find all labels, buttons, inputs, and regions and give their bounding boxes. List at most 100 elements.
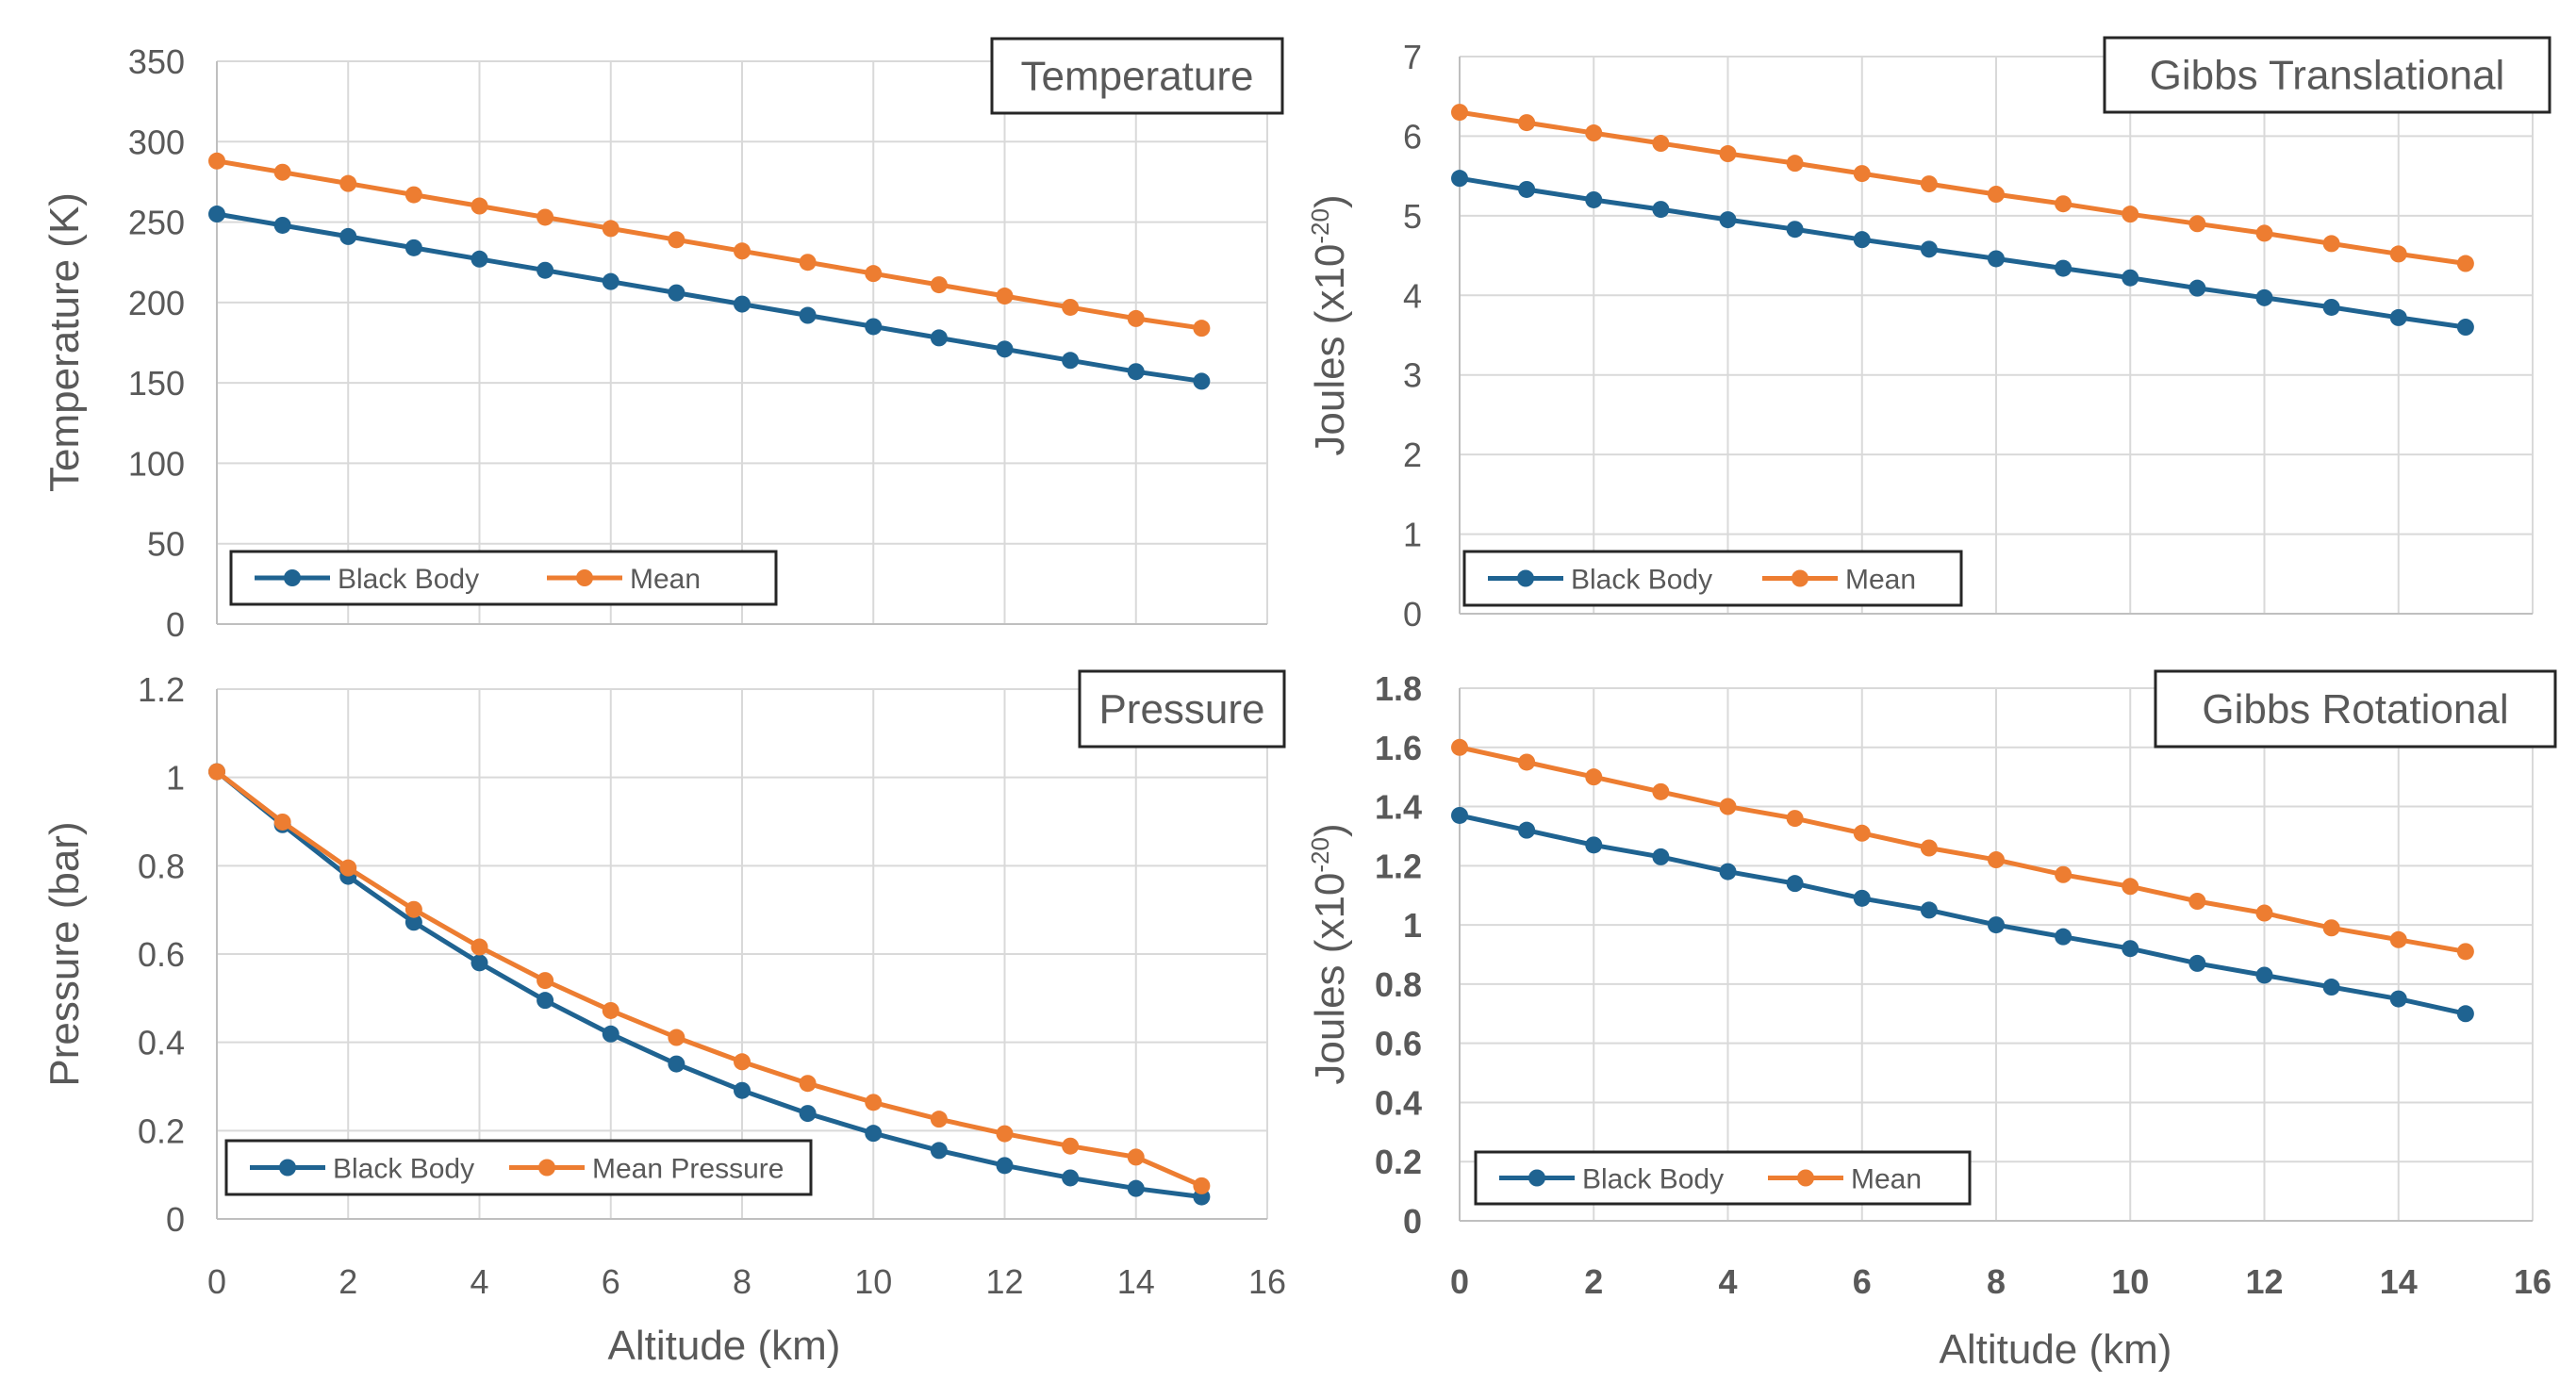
- data-point: [668, 1029, 685, 1046]
- data-point: [668, 284, 685, 302]
- x-tick-label: 12: [985, 1262, 1023, 1301]
- data-point: [339, 174, 357, 192]
- data-point: [1585, 190, 1603, 208]
- data-point: [537, 992, 554, 1010]
- data-point: [2188, 215, 2206, 233]
- data-point: [799, 1105, 817, 1123]
- x-tick-label: 14: [1117, 1262, 1155, 1301]
- data-point: [930, 1142, 948, 1160]
- legend-swatch-marker: [279, 1159, 296, 1177]
- data-point: [1786, 875, 1804, 893]
- y-tick-label: 7: [1403, 38, 1422, 76]
- data-point: [1193, 372, 1211, 390]
- y-tick-label: 100: [128, 444, 185, 483]
- data-point: [339, 859, 357, 877]
- data-point: [1988, 186, 2005, 204]
- data-point: [208, 152, 225, 170]
- y-tick-label: 0.2: [1375, 1143, 1422, 1181]
- chart-title: Temperature: [1020, 54, 1253, 100]
- y-tick-label: 0: [1403, 595, 1422, 634]
- data-point: [1988, 851, 2005, 869]
- data-point: [602, 272, 619, 290]
- data-point: [1853, 824, 1871, 842]
- data-point: [1585, 768, 1603, 786]
- data-point: [1786, 221, 1804, 239]
- series-line-mean: [1459, 745, 2467, 954]
- data-point: [1518, 821, 1536, 839]
- series-line-mean: [1459, 109, 2467, 266]
- data-point: [996, 1157, 1014, 1175]
- data-point: [471, 938, 488, 956]
- y-tick-label: 0: [166, 1200, 185, 1239]
- data-point: [799, 254, 817, 272]
- x-tick-label: 0: [1450, 1262, 1469, 1301]
- data-point: [1652, 135, 1670, 153]
- data-point: [865, 1125, 883, 1143]
- data-point: [799, 306, 817, 324]
- y-tick-label: 5: [1403, 197, 1422, 236]
- data-point: [1062, 1137, 1080, 1155]
- series-line-mean: [216, 158, 1202, 331]
- data-point: [1518, 753, 1536, 771]
- legend-label: Black Body: [1571, 565, 1712, 596]
- x-tick-label: 8: [733, 1262, 751, 1301]
- data-point: [2122, 940, 2139, 958]
- legend-label: Mean: [1845, 565, 1916, 596]
- data-point: [734, 1053, 751, 1071]
- data-point: [1719, 798, 1737, 815]
- data-point: [2456, 255, 2474, 272]
- data-point: [537, 261, 554, 279]
- data-point: [1719, 145, 1737, 163]
- x-tick-label: 4: [1718, 1262, 1737, 1301]
- x-tick-label: 0: [207, 1262, 226, 1301]
- y-tick-label: 1.6: [1375, 729, 1422, 767]
- data-point: [1193, 1177, 1211, 1194]
- data-point: [208, 763, 225, 781]
- data-point: [2122, 206, 2139, 223]
- data-point: [2255, 224, 2273, 242]
- x-tick-label: 14: [2380, 1262, 2418, 1301]
- y-tick-label: 3: [1403, 356, 1422, 395]
- data-point: [996, 340, 1014, 358]
- data-point: [865, 318, 883, 336]
- data-point: [471, 250, 488, 268]
- chart-title-box: [1078, 669, 1286, 749]
- data-point: [1652, 848, 1670, 865]
- data-point: [1853, 231, 1871, 249]
- data-point: [1451, 170, 1468, 188]
- legend: Black Body Mean: [1462, 550, 1963, 607]
- chart-panel-4: 0 0.2 0.4 0.6 0.8 1 1.2 1.4 1.6 1.8 0 2 4 6 8 10 12 14 16 G…: [1306, 669, 2557, 1373]
- y-tick-label: 0.4: [1375, 1083, 1422, 1122]
- series-line-black-body: [1459, 175, 2467, 330]
- data-point: [2456, 943, 2474, 961]
- data-point: [405, 900, 422, 918]
- data-point: [1786, 155, 1804, 173]
- legend: Black Body Mean Pressure: [224, 1139, 813, 1196]
- legend-swatch-marker: [538, 1159, 555, 1177]
- data-point: [1920, 175, 1938, 193]
- data-point: [1127, 1179, 1145, 1197]
- data-point: [1719, 211, 1737, 229]
- y-tick-label: 1: [1403, 516, 1422, 554]
- data-point: [1585, 124, 1603, 142]
- data-point: [2322, 298, 2340, 316]
- data-point: [2255, 288, 2273, 306]
- data-point: [734, 295, 751, 313]
- chart-title: Pressure: [1098, 686, 1264, 732]
- y-tick-label: 2: [1403, 436, 1422, 474]
- data-point: [1451, 806, 1468, 824]
- data-point: [602, 1001, 619, 1019]
- x-tick-label: 8: [1987, 1262, 2006, 1301]
- chart-title-box: [2154, 669, 2557, 749]
- data-point: [1920, 240, 1938, 258]
- y-tick-label: 4: [1403, 276, 1422, 315]
- data-point: [2389, 930, 2407, 948]
- data-point: [734, 1081, 751, 1099]
- data-point: [930, 1111, 948, 1128]
- data-point: [2055, 865, 2072, 883]
- data-point: [273, 216, 291, 234]
- y-tick-label: 350: [128, 42, 185, 81]
- data-point: [2122, 878, 2139, 896]
- y-axis-title: Pressure (bar): [41, 821, 88, 1086]
